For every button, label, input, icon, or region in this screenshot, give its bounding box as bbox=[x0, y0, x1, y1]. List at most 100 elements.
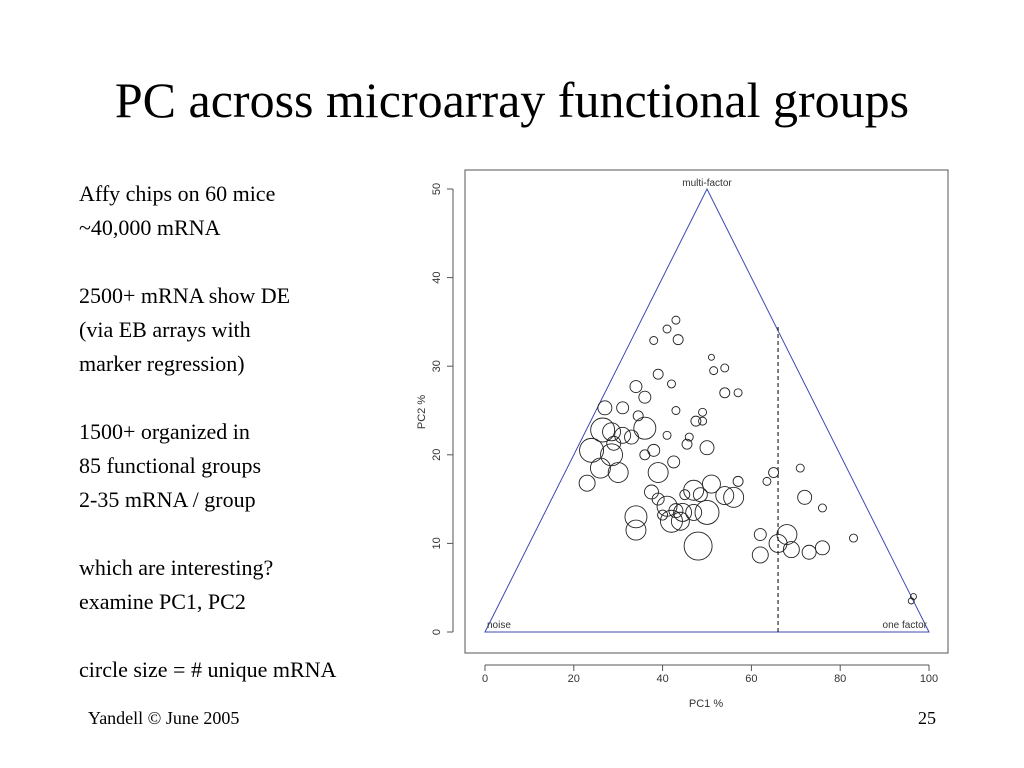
slide-title: PC across microarray functional groups bbox=[114, 72, 910, 128]
data-point bbox=[647, 462, 669, 483]
data-point bbox=[652, 368, 664, 380]
data-point bbox=[709, 366, 719, 376]
y-axis-label: PC2 % bbox=[416, 395, 428, 429]
data-point bbox=[690, 415, 702, 427]
data-point bbox=[683, 531, 713, 561]
data-point bbox=[762, 476, 772, 486]
bullet-line: marker regression) bbox=[79, 351, 245, 376]
y-tick-label: 10 bbox=[431, 537, 443, 549]
data-point bbox=[681, 438, 693, 450]
x-tick-label: 20 bbox=[568, 673, 580, 685]
data-point bbox=[616, 401, 630, 415]
data-point bbox=[699, 440, 715, 456]
y-axis: 0 10 20 30 40 50 bbox=[431, 183, 454, 635]
data-point bbox=[629, 380, 643, 394]
bullet-line: circle size = # unique mRNA bbox=[79, 657, 337, 682]
data-point bbox=[907, 597, 915, 605]
data-point bbox=[614, 426, 632, 444]
data-point bbox=[600, 443, 623, 467]
bullet-line: which are interesting? bbox=[79, 555, 274, 580]
data-point bbox=[910, 593, 917, 601]
data-point bbox=[694, 499, 720, 525]
data-point bbox=[597, 400, 613, 416]
pc-scatter-chart: 0 20 40 60 80 100 0 10 20 30 40 50 PC1 % PC2 % noi… bbox=[416, 169, 949, 710]
data-point bbox=[701, 474, 721, 494]
vertex-label-multi-factor: multi-factor bbox=[682, 178, 732, 189]
data-point bbox=[671, 315, 681, 325]
bullet-group: Affy chips on 60 mice ~40,000 mRNA bbox=[79, 177, 439, 245]
bullet-line: 85 functional groups bbox=[79, 453, 262, 478]
bullet-line: examine PC1, PC2 bbox=[79, 589, 246, 614]
y-tick-label: 0 bbox=[431, 629, 443, 635]
bullet-group: which are interesting? examine PC1, PC2 bbox=[79, 551, 439, 619]
data-point bbox=[624, 429, 639, 445]
data-point bbox=[751, 546, 769, 564]
bullet-line: 2500+ mRNA show DE bbox=[79, 283, 291, 308]
bullet-line: 1500+ organized in bbox=[79, 419, 250, 444]
data-point bbox=[660, 509, 683, 533]
data-point bbox=[590, 417, 616, 443]
triangle-boundary bbox=[484, 187, 930, 633]
data-point bbox=[720, 363, 730, 373]
data-point bbox=[639, 449, 651, 461]
data-point bbox=[644, 484, 659, 500]
data-point bbox=[667, 455, 681, 469]
data-point bbox=[776, 524, 798, 545]
data-point bbox=[733, 388, 743, 398]
data-point bbox=[679, 489, 691, 501]
y-tick-label: 20 bbox=[431, 449, 443, 461]
data-point bbox=[768, 467, 780, 478]
y-tick-label: 30 bbox=[431, 360, 443, 372]
data-point bbox=[606, 435, 622, 451]
data-point bbox=[672, 334, 684, 346]
data-point bbox=[607, 462, 629, 483]
bullet-line: ~40,000 mRNA bbox=[79, 215, 221, 240]
x-axis-label: PC1 % bbox=[689, 698, 723, 710]
data-point bbox=[632, 410, 644, 422]
data-point bbox=[817, 503, 827, 513]
data-point bbox=[662, 324, 672, 334]
data-point bbox=[671, 406, 681, 415]
x-tick-label: 60 bbox=[745, 673, 757, 685]
y-tick-label: 40 bbox=[431, 271, 443, 283]
data-point bbox=[707, 353, 715, 361]
data-point bbox=[633, 416, 657, 440]
data-point bbox=[698, 416, 708, 426]
y-tick-label: 50 bbox=[431, 183, 443, 195]
data-point bbox=[579, 437, 605, 463]
data-point bbox=[602, 422, 621, 442]
vertex-label-one-factor: one factor bbox=[883, 620, 928, 631]
data-point bbox=[692, 487, 708, 503]
data-point bbox=[684, 432, 694, 442]
data-point bbox=[768, 533, 788, 553]
data-point bbox=[649, 336, 659, 345]
data-point bbox=[782, 541, 800, 559]
data-point bbox=[732, 475, 744, 487]
data-point bbox=[719, 387, 731, 399]
data-point bbox=[589, 457, 611, 479]
x-axis: 0 20 40 60 80 100 bbox=[482, 664, 938, 685]
data-point bbox=[797, 489, 813, 505]
vertex-label-noise: noise bbox=[487, 620, 511, 631]
data-point bbox=[801, 544, 817, 560]
data-point bbox=[715, 486, 735, 506]
bullet-group: circle size = # unique mRNA bbox=[79, 653, 439, 687]
data-point bbox=[667, 379, 676, 389]
data-point bbox=[657, 509, 669, 521]
bullet-line: (via EB arrays with bbox=[79, 317, 251, 342]
bullet-list: Affy chips on 60 mice ~40,000 mRNA 2500+… bbox=[79, 177, 439, 687]
bullet-line: Affy chips on 60 mice bbox=[79, 181, 276, 206]
x-tick-label: 100 bbox=[920, 673, 938, 685]
bullet-group: 1500+ organized in 85 functional groups … bbox=[79, 415, 439, 517]
data-point bbox=[651, 492, 665, 506]
page-number: 25 bbox=[918, 708, 936, 728]
data-point bbox=[624, 505, 648, 529]
footer-author: Yandell © June 2005 bbox=[88, 708, 240, 728]
data-point bbox=[814, 540, 830, 556]
plot-area: noise multi-factor one factor bbox=[484, 178, 930, 633]
x-tick-label: 0 bbox=[482, 673, 488, 685]
data-point bbox=[753, 528, 767, 541]
data-point bbox=[670, 511, 690, 531]
data-point bbox=[685, 503, 703, 521]
data-point bbox=[698, 407, 708, 417]
